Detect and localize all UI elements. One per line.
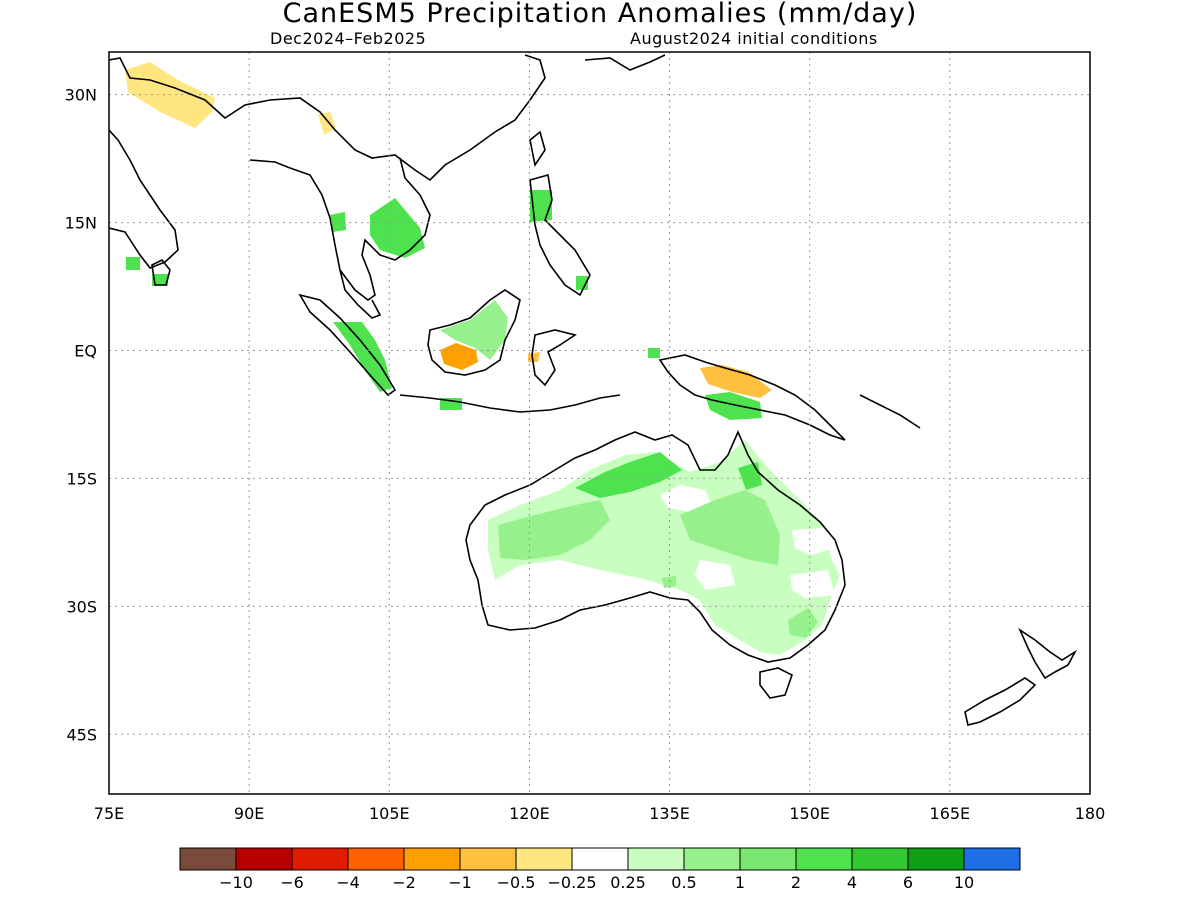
south-asia-wet-2 [152, 274, 168, 286]
java-coast [399, 394, 621, 413]
colorbar-label: −0.5 [497, 873, 536, 892]
colorbar-label: 4 [847, 873, 857, 892]
new-guinea-wet [705, 392, 762, 420]
colorbar-label: −6 [280, 873, 304, 892]
colorbar-label: −0.25 [547, 873, 596, 892]
colorbar-swatch [795, 847, 853, 871]
colorbar [179, 847, 1021, 871]
new-zealand-south [964, 677, 1037, 726]
colorbar-swatch [515, 847, 573, 871]
borneo-wet [440, 300, 508, 360]
borneo-dry-core [450, 350, 470, 363]
colorbar-swatch [403, 847, 461, 871]
colorbar-swatch [179, 847, 237, 871]
australia-white-1 [660, 485, 712, 512]
colorbar-label: 0.25 [610, 873, 646, 892]
colorbar-label: −10 [219, 873, 253, 892]
myanmar-wet [330, 212, 346, 232]
lon-tick-label: 75E [94, 804, 124, 823]
east-australia-wet [680, 490, 780, 565]
colorbar-swatch [963, 847, 1021, 871]
se-australia-wet [788, 608, 818, 638]
lat-tick-label: 15S [66, 469, 97, 488]
japan-coast [584, 54, 666, 71]
australia-coast [465, 429, 846, 663]
philippines-coast [529, 173, 591, 297]
colorbar-label: −1 [448, 873, 472, 892]
colorbar-label: 6 [903, 873, 913, 892]
himalaya-dry-2 [318, 112, 336, 135]
lon-tick-label: 120E [509, 804, 550, 823]
south-asia-wet-1 [126, 257, 140, 270]
australia-white-4 [695, 560, 735, 590]
map-frame [108, 51, 1091, 795]
colorbar-swatch [235, 847, 293, 871]
new-guinea-coast [658, 354, 846, 441]
colorbar-swatch [907, 847, 965, 871]
colorbar-label: 2 [791, 873, 801, 892]
indochina-wet [370, 198, 425, 258]
colorbar-swatch [291, 847, 349, 871]
halmahera-wet [648, 348, 660, 358]
colorbar-swatch [347, 847, 405, 871]
longitude-labels: 75E 90E 105E 120E 135E 150E 165E 180 [94, 804, 1106, 823]
graticule [109, 52, 1090, 794]
lon-tick-label: 165E [930, 804, 971, 823]
coastlines [109, 54, 1078, 726]
lon-tick-label: 105E [369, 804, 410, 823]
australia-white-3 [790, 570, 835, 598]
sulawesi-coast [531, 329, 577, 387]
australia-white-2 [792, 528, 835, 555]
colorbar-swatch [739, 847, 797, 871]
borneo-coast [427, 289, 521, 376]
sri-lanka-coast [151, 258, 171, 286]
anomaly-shading [125, 62, 840, 655]
lon-tick-label: 135E [649, 804, 690, 823]
lat-tick-label: 30N [65, 86, 97, 105]
new-guinea-dry [700, 365, 772, 398]
colorbar-label: −4 [336, 873, 360, 892]
initial-conditions: August2024 initial conditions [630, 29, 878, 48]
central-australia-wet [498, 500, 610, 560]
lat-tick-label: 30S [66, 597, 97, 616]
colorbar-label: −2 [392, 873, 416, 892]
lon-tick-label: 180 [1075, 804, 1106, 823]
sumatra-coast [298, 293, 397, 397]
lon-tick-label: 150E [789, 804, 830, 823]
solomon-coast [859, 394, 921, 429]
colorbar-swatch [459, 847, 517, 871]
colorbar-swatch [571, 847, 629, 871]
colorbar-label: 10 [954, 873, 974, 892]
forecast-period: Dec2024–Feb2025 [270, 29, 427, 48]
malay-peninsula [339, 269, 382, 319]
lon-tick-label: 90E [234, 804, 264, 823]
central-spot-wet [662, 576, 676, 588]
page-title: CanESM5 Precipitation Anomalies (mm/day) [282, 0, 918, 29]
colorbar-label: 0.5 [671, 873, 696, 892]
lat-tick-label: 45S [66, 725, 97, 744]
new-zealand-north [1018, 627, 1078, 680]
sumatra-wet [333, 322, 392, 392]
asia-coast [109, 54, 546, 269]
tasmania-coast [759, 667, 793, 699]
north-australia-wet [575, 452, 682, 498]
lat-tick-label: EQ [74, 342, 97, 361]
colorbar-label: 1 [735, 873, 745, 892]
indochina-coast [249, 157, 431, 301]
sulawesi-dry [528, 352, 540, 362]
colorbar-swatch [627, 847, 685, 871]
latitude-labels: 30N 15N EQ 15S 30S 45S [65, 86, 97, 745]
lat-tick-label: 15N [65, 214, 97, 233]
colorbar-labels: −10 −6 −4 −2 −1 −0.5 −0.25 0.25 0.5 1 2 4 6 10 [219, 873, 974, 892]
colorbar-swatch [851, 847, 909, 871]
taiwan-coast [529, 130, 546, 168]
colorbar-swatch [683, 847, 741, 871]
